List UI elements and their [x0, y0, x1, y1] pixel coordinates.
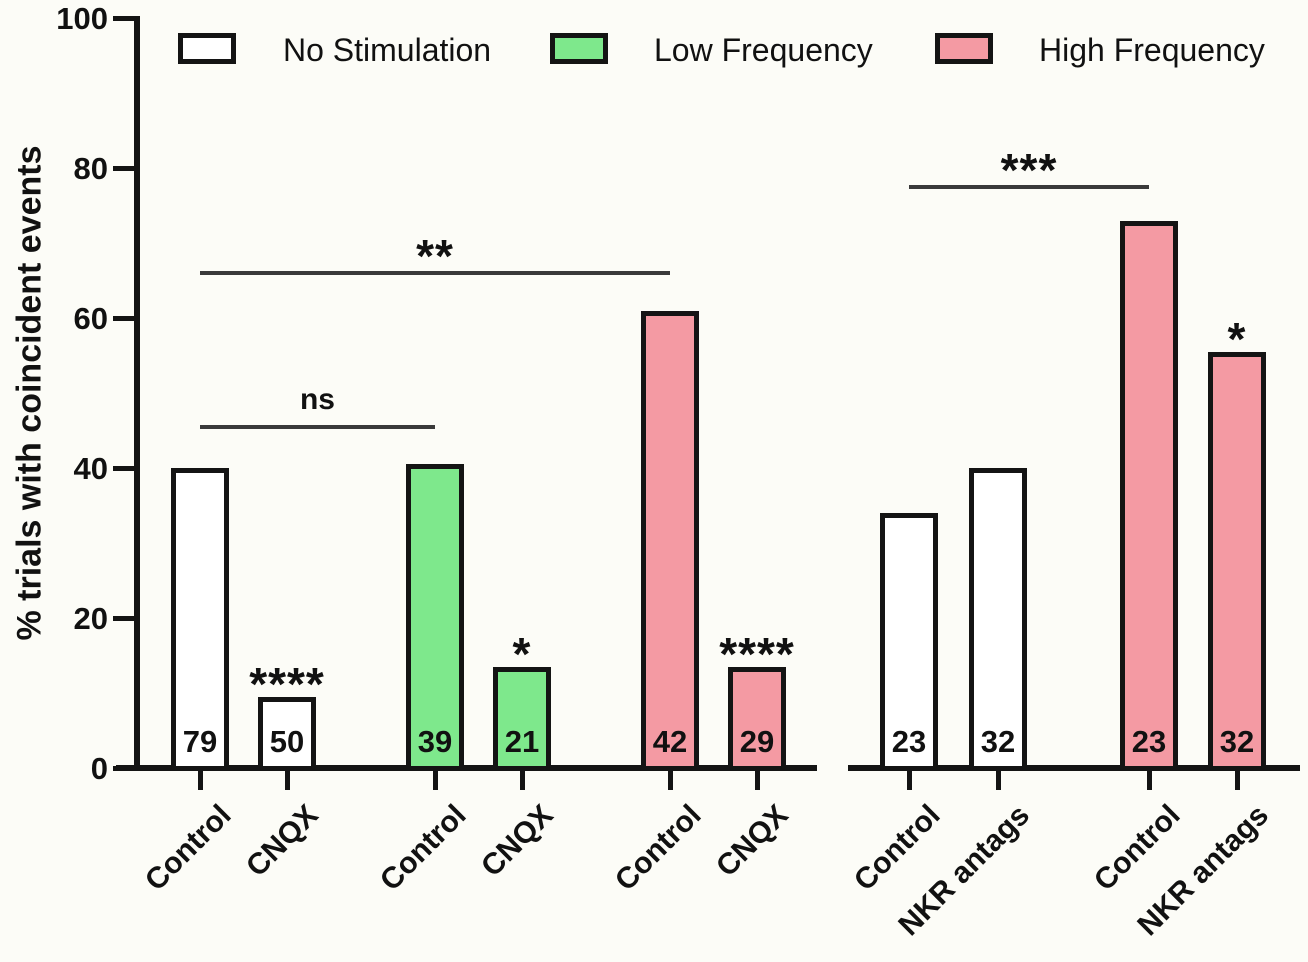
x-tick: [1235, 771, 1240, 790]
bar: [493, 666, 551, 771]
bar-n-label: 21: [504, 724, 540, 759]
x-tick: [996, 771, 1001, 790]
y-tick: [113, 166, 135, 171]
y-tick-label: 0: [90, 751, 108, 786]
y-tick-label: 60: [73, 301, 108, 336]
y-tick: [113, 16, 135, 21]
y-tick: [113, 766, 135, 771]
comparison-line: [909, 184, 1149, 189]
significance-stars: *: [512, 627, 532, 680]
x-axis-right-panel: [848, 765, 1300, 771]
x-tick: [907, 771, 912, 790]
legend-label-no-stimulation: No Stimulation: [283, 32, 492, 68]
bar: [728, 666, 786, 771]
bar-n-label: 32: [1219, 724, 1255, 759]
bar: [880, 513, 938, 771]
x-category-label: CNQX: [710, 798, 795, 884]
y-axis-line: [134, 16, 140, 771]
x-category-label: CNQX: [240, 798, 325, 884]
x-tick: [198, 771, 203, 790]
comparison-label: ns: [299, 382, 335, 416]
bar-n-label: 42: [652, 724, 688, 759]
legend-swatch-high-frequency: [935, 33, 993, 64]
comparison-label: **: [416, 230, 454, 282]
bar: [969, 468, 1027, 771]
y-tick: [113, 616, 135, 621]
comparison-line: [200, 424, 435, 429]
x-category-label: Control: [609, 798, 708, 898]
bar: [1208, 351, 1266, 771]
x-tick: [433, 771, 438, 790]
y-tick-label: 40: [73, 451, 108, 486]
legend-swatch-low-frequency: [550, 33, 608, 64]
comparison-line: [200, 271, 670, 275]
x-tick: [285, 771, 290, 790]
y-tick-label: 80: [73, 151, 108, 186]
bar: [171, 468, 229, 771]
bar: [406, 464, 464, 771]
x-tick: [520, 771, 525, 790]
y-tick: [113, 316, 135, 321]
legend-label-low-frequency: Low Frequency: [654, 32, 873, 68]
x-category-label: CNQX: [475, 798, 560, 884]
bar: [1120, 220, 1178, 771]
significance-stars: ****: [719, 627, 795, 680]
legend-label-high-frequency: High Frequency: [1039, 32, 1265, 68]
bar-n-label: 23: [1131, 724, 1167, 759]
x-tick: [668, 771, 673, 790]
bar: [641, 310, 699, 771]
x-tick: [755, 771, 760, 790]
y-tick: [113, 466, 135, 471]
bar: [258, 696, 316, 771]
y-tick-label: 20: [73, 601, 108, 636]
bar-n-label: 23: [891, 724, 927, 759]
x-category-label: Control: [374, 798, 473, 898]
legend-swatch-no-stimulation: [178, 33, 236, 64]
bar-n-label: 29: [739, 724, 775, 759]
bar-n-label: 79: [182, 724, 218, 759]
bar-n-label: 39: [417, 724, 453, 759]
significance-stars: ****: [249, 657, 325, 710]
y-tick-label: 100: [56, 1, 108, 36]
bar-n-label: 50: [269, 724, 305, 759]
comparison-label: ***: [1000, 143, 1058, 196]
x-axis-left-panel: [116, 765, 817, 771]
x-category-label: Control: [139, 798, 238, 898]
significance-stars: *: [1227, 312, 1247, 365]
x-tick: [1147, 771, 1152, 790]
bar-n-label: 32: [980, 724, 1016, 759]
y-axis-title: % trials with coincident events: [10, 145, 49, 641]
